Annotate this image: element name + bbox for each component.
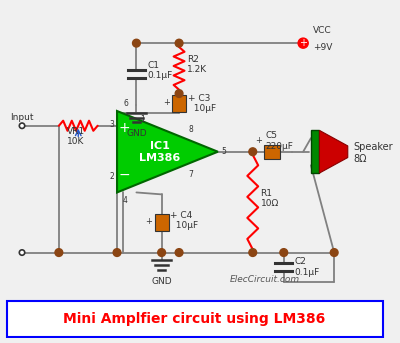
Text: −: − <box>118 168 130 182</box>
Text: 6: 6 <box>123 99 128 108</box>
Text: +: + <box>118 121 130 135</box>
Circle shape <box>298 38 308 48</box>
Text: C1
0.1μF: C1 0.1μF <box>147 61 172 80</box>
Text: 8: 8 <box>188 125 193 134</box>
Text: +: + <box>255 136 262 145</box>
Bar <box>311 130 320 173</box>
Text: +: + <box>299 38 307 48</box>
Bar <box>172 95 186 112</box>
Text: 4: 4 <box>123 196 128 204</box>
Text: VR1
10K: VR1 10K <box>67 127 85 146</box>
Text: Input: Input <box>10 113 34 122</box>
Text: + C3
  10μF: + C3 10μF <box>188 94 216 113</box>
Circle shape <box>158 249 166 257</box>
Circle shape <box>113 249 121 257</box>
Text: IC1
LM386: IC1 LM386 <box>139 141 180 163</box>
Circle shape <box>55 249 63 257</box>
Text: VCC: VCC <box>313 26 332 35</box>
Text: Speaker: Speaker <box>354 142 393 152</box>
Text: ElecCircuit.com: ElecCircuit.com <box>229 275 300 284</box>
Text: C2
0.1μF: C2 0.1μF <box>295 257 320 277</box>
Circle shape <box>19 123 25 129</box>
Circle shape <box>175 90 183 97</box>
Polygon shape <box>117 111 218 192</box>
Text: +: + <box>146 217 152 226</box>
Text: Mini Amplfier circuit using LM386: Mini Amplfier circuit using LM386 <box>64 312 326 326</box>
Text: 3: 3 <box>109 120 114 129</box>
Circle shape <box>249 249 257 257</box>
Circle shape <box>330 249 338 257</box>
Bar <box>155 214 169 231</box>
Text: R1
10Ω: R1 10Ω <box>260 189 279 208</box>
Text: 5: 5 <box>221 147 226 156</box>
Circle shape <box>175 249 183 257</box>
Text: 8Ω: 8Ω <box>354 154 367 164</box>
Text: GND: GND <box>126 129 147 138</box>
Text: GND: GND <box>151 276 172 286</box>
Text: 7: 7 <box>188 170 193 179</box>
Text: + C4
  10μF: + C4 10μF <box>170 211 198 230</box>
Text: 2: 2 <box>109 172 114 181</box>
Circle shape <box>19 250 25 255</box>
Circle shape <box>132 39 140 47</box>
Circle shape <box>280 249 288 257</box>
Text: +: + <box>163 98 170 107</box>
Bar <box>264 145 280 159</box>
Text: R2
1.2K: R2 1.2K <box>187 55 207 74</box>
Text: C5
220μF: C5 220μF <box>265 131 293 151</box>
Polygon shape <box>320 130 348 173</box>
FancyBboxPatch shape <box>6 301 383 337</box>
Text: 1: 1 <box>140 115 145 124</box>
Circle shape <box>175 39 183 47</box>
Circle shape <box>249 148 257 156</box>
Text: +9V: +9V <box>313 43 332 52</box>
